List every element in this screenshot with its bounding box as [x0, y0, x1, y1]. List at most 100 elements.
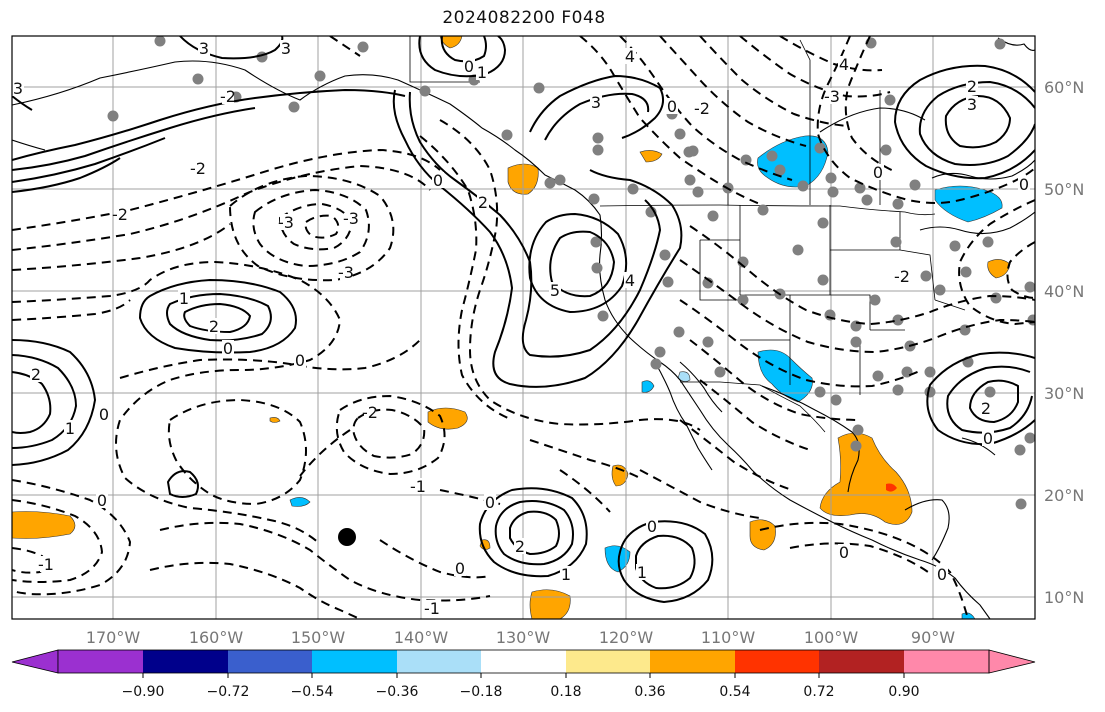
svg-text:-2: -2 [220, 87, 236, 106]
colorbar-segment [481, 650, 566, 673]
svg-text:2: 2 [515, 537, 525, 556]
contour-label: 3 [198, 39, 210, 58]
svg-text:2: 2 [981, 399, 991, 418]
lat-label: 10°N [1044, 588, 1084, 607]
svg-text:-2: -2 [190, 159, 206, 178]
svg-text:1: 1 [561, 565, 571, 584]
contour-label: 0 [982, 429, 994, 448]
svg-text:-3: -3 [343, 209, 359, 228]
svg-text:0: 0 [983, 429, 993, 448]
svg-text:0: 0 [873, 163, 883, 182]
contour-label: 4 [624, 47, 636, 66]
colorbar-tick-label: 0.72 [803, 684, 834, 700]
lat-label: 20°N [1044, 486, 1084, 505]
lon-label: 90°W [911, 628, 955, 647]
svg-text:4: 4 [839, 55, 849, 74]
lat-label: 30°N [1044, 384, 1084, 403]
contour-label: 0 [96, 491, 108, 510]
contour-label: 2 [980, 399, 992, 418]
lon-label: 160°W [189, 628, 244, 647]
station-dots [107, 36, 1035, 510]
contour-label: -3 [343, 209, 359, 228]
svg-text:2: 2 [478, 193, 488, 212]
colorbar-tick-label: 0.90 [888, 684, 919, 700]
colorbar-tick-label: 0.54 [719, 684, 750, 700]
contour-label: -1 [38, 555, 54, 574]
contour-label: 0 [484, 493, 496, 512]
svg-text:2: 2 [967, 77, 977, 96]
svg-text:3: 3 [591, 93, 601, 112]
contour-label: 0 [432, 171, 444, 190]
lon-label: 110°W [701, 628, 756, 647]
contour-label: 0 [463, 57, 475, 76]
svg-text:3: 3 [199, 39, 209, 58]
svg-text:0: 0 [223, 339, 233, 358]
lon-label: 120°W [599, 628, 654, 647]
svg-text:-3: -3 [278, 213, 294, 232]
map-border [11, 35, 1036, 620]
contour-label: 2 [30, 365, 42, 384]
contour-label: -2 [190, 159, 206, 178]
contour-label: 5 [549, 281, 561, 300]
svg-text:4: 4 [625, 271, 635, 290]
lon-label: 170°W [86, 628, 141, 647]
latitude-labels: 60°N 50°N 40°N 30°N 20°N 10°N [1044, 78, 1084, 607]
svg-text:3: 3 [13, 79, 23, 98]
svg-text:-3: -3 [824, 87, 840, 106]
colorbar-segment [312, 650, 397, 673]
contour-label: 2 [477, 193, 489, 212]
map-title: 2024082200 F048 [442, 8, 606, 28]
svg-text:2: 2 [31, 365, 41, 384]
lon-label: 140°W [394, 628, 449, 647]
colorbar-extend-max [988, 649, 1036, 674]
svg-text:3: 3 [281, 39, 291, 58]
colorbar-tick-label: −0.36 [376, 684, 419, 700]
svg-text:0: 0 [839, 543, 849, 562]
contour-label: 0 [98, 405, 110, 424]
svg-text:2: 2 [209, 317, 219, 336]
contour-label: 2 [208, 317, 220, 336]
svg-text:1: 1 [637, 563, 647, 582]
colorbar-tick-label: 0.18 [550, 684, 581, 700]
lon-label: 100°W [804, 628, 859, 647]
svg-text:-1: -1 [424, 599, 440, 618]
contour-label: 0 [666, 97, 678, 116]
svg-text:-2: -2 [362, 403, 378, 422]
contour-label: -3 [824, 87, 840, 106]
svg-text:1: 1 [65, 419, 75, 438]
lon-label: 150°W [291, 628, 346, 647]
contour-label: -2 [220, 87, 236, 106]
contour-label: 3 [280, 39, 292, 58]
contour-label: 3 [590, 93, 602, 112]
longitude-labels: 170°W 160°W 150°W 140°W 130°W 120°W 110°… [86, 628, 955, 647]
colorbar-segment [819, 650, 904, 673]
contour-label: 4 [838, 55, 850, 74]
colorbar-segment [228, 650, 312, 673]
contour-label: 0 [1018, 175, 1030, 194]
colorbar-tick-label: −0.54 [291, 684, 334, 700]
lat-label: 60°N [1044, 78, 1084, 97]
contour-label: 1 [178, 289, 190, 308]
contour-label: -1 [410, 477, 426, 496]
map-panel: -3 -2 -2 -2 -3 -3 0 1 0 2 5 4 3 4 0 -2 -… [12, 36, 1035, 619]
svg-text:1: 1 [179, 289, 189, 308]
contour-label: 1 [560, 565, 572, 584]
svg-text:0: 0 [464, 57, 474, 76]
contour-label: 3 [12, 79, 24, 98]
contour-label: 0 [838, 543, 850, 562]
svg-text:3: 3 [967, 95, 977, 114]
colorbar-tick-label: −0.18 [460, 684, 503, 700]
svg-text:0: 0 [295, 351, 305, 370]
svg-text:0: 0 [667, 97, 677, 116]
colorbar-segment [58, 650, 143, 673]
contour-label: 3 [966, 95, 978, 114]
contour-label: 1 [636, 563, 648, 582]
svg-text:-2: -2 [894, 267, 910, 286]
svg-text:0: 0 [433, 171, 443, 190]
contour-label: -3 [338, 263, 354, 282]
contour-label: 2 [514, 537, 526, 556]
colorbar-tick-label: 0.36 [634, 684, 665, 700]
contour-label: -2 [694, 99, 710, 118]
contour-label: 0 [872, 163, 884, 182]
